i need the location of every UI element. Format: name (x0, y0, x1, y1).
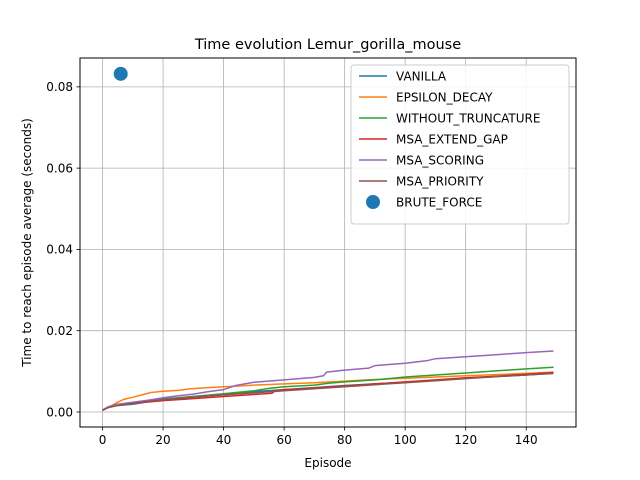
legend-box (350, 64, 570, 225)
y-tick-label: 0.00 (46, 405, 73, 419)
series-line-msa-scoring (102, 350, 554, 411)
legend-label-msa-extend-gap: MSA_EXTEND_GAP (396, 132, 508, 146)
legend-label-without-truncature: WITHOUT_TRUNCATURE (396, 111, 540, 125)
series-point-brute-force (113, 66, 128, 81)
plot-frame (79, 57, 577, 428)
x-tick-label: 140 (515, 433, 538, 447)
x-tick-label: 0 (99, 433, 107, 447)
legend-label-msa-priority: MSA_PRIORITY (396, 174, 484, 188)
x-tick-label: 80 (337, 433, 352, 447)
y-tick-label: 0.06 (46, 161, 73, 175)
plot-series (102, 66, 554, 412)
series-line-epsilon-decay (102, 371, 554, 412)
legend-label-msa-scoring: MSA_SCORING (396, 153, 484, 167)
x-axis-label: Episode (304, 456, 351, 470)
legend-swatch-brute-force (366, 195, 380, 209)
y-axis-label: Time to reach episode average (seconds) (20, 118, 34, 368)
x-tick-label: 60 (276, 433, 291, 447)
legend-label-brute-force: BRUTE_FORCE (396, 195, 482, 209)
legend: VANILLA EPSILON_DECAY WITHOUT_TRUNCATURE MS… (350, 64, 570, 225)
x-tick-label: 120 (454, 433, 477, 447)
legend-label-epsilon-decay: EPSILON_DECAY (396, 90, 493, 104)
y-tick-label: 0.04 (46, 243, 73, 257)
x-tick-label: 100 (394, 433, 417, 447)
x-tick-label: 40 (216, 433, 231, 447)
x-tick-label: 20 (155, 433, 170, 447)
y-tick-label: 0.02 (46, 324, 73, 338)
chart-title: Time evolution Lemur_gorilla_mouse (194, 37, 461, 53)
series-line-msa-priority (102, 372, 554, 411)
y-tick-label: 0.08 (46, 80, 73, 94)
legend-label-vanilla: VANILLA (396, 69, 447, 83)
axes: 0 20 40 60 80 100 120 140 0.00 0.02 0.04 0.06 0.08 (46, 80, 537, 447)
